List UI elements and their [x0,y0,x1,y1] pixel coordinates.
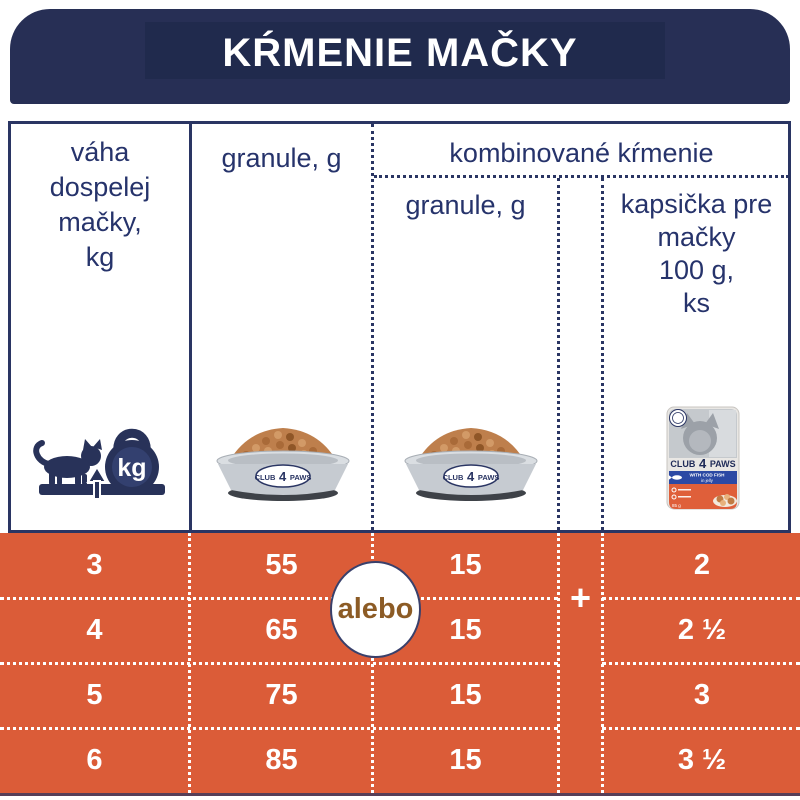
cell-combo-granule-row3: 15 [449,679,482,711]
cell-weight-row4: 6 [86,744,103,776]
cell-combo-granule-row1: 15 [449,549,482,581]
bowl-brand-label: CLUB 4 PAWS [255,468,312,484]
combined-subdivider-right-dotted [601,178,604,530]
header-granule: granule, g [221,143,342,173]
combined-subdivider-left-dotted [557,178,560,530]
kibble-bowl-icon: CLUB 4 PAWS [396,424,546,502]
pouch-band-subtext: in jelly [701,478,714,483]
cell-pouches-row4: 3 ½ [677,744,727,776]
header-combined-granule: granule, g [405,190,526,220]
orange-row-divider-3 [0,727,558,730]
table-divider-col1 [189,124,192,530]
cell-pouches-row3: 3 [693,679,711,711]
cell-weight-row1: 3 [86,549,103,581]
title-banner-inner-panel [145,22,665,79]
cell-combo-granule-row4: 15 [449,744,482,776]
cat-tail [33,440,52,467]
or-connector-label: alebo [337,593,414,625]
cell-weight-row3: 5 [86,679,103,711]
page-title: KŔMENIE MAČKY [222,31,578,75]
kg-label: kg [117,454,146,482]
table-divider-col2-dotted [371,124,374,530]
cell-pouches-row2: 2 ½ [677,614,727,646]
combined-header-divider-dotted [374,175,789,178]
cell-pouches-row1: 2 [693,549,711,581]
header-pouch: kapsička pre mačky 100 g, ks [620,189,773,318]
cell-granule-row3: 75 [265,679,298,711]
orange-divider-col3-left [557,533,560,793]
pouch-brand-label: CLUB 4 PAWS [670,455,735,471]
cell-combo-granule-row2: 15 [449,614,482,646]
kibble-bowl-icon: CLUB 4 PAWS [208,424,358,502]
pouch-band-text: WITH COD FISH [690,473,726,478]
or-connector-badge: alebo [330,561,421,658]
plus-connector: + [569,577,592,618]
orange-row-divider-1b [602,597,800,600]
bowl-brand-label: CLUB 4 PAWS [443,468,500,484]
cat-weight-scale-icon: kg [25,412,173,507]
header-cat-weight: váha dospelej mačky, kg [49,137,151,272]
cell-granule-row4: 85 [265,744,298,776]
cell-weight-row2: 4 [86,614,103,646]
pouch-weight-label: 85 g [672,503,681,508]
orange-row-divider-2 [0,662,558,665]
cell-granule-row2: 65 [265,614,298,646]
header-combined-feeding: kombinované kŕmenie [449,138,714,168]
cell-granule-row1: 55 [265,549,298,581]
orange-row-divider-1 [0,597,558,600]
fish-icon [672,475,682,480]
orange-row-divider-2b [602,662,800,665]
cat-pouch-product-icon: CLUB 4 PAWS WITH COD FISH in jelly 85 g [665,405,741,511]
orange-row-divider-3b [602,727,800,730]
